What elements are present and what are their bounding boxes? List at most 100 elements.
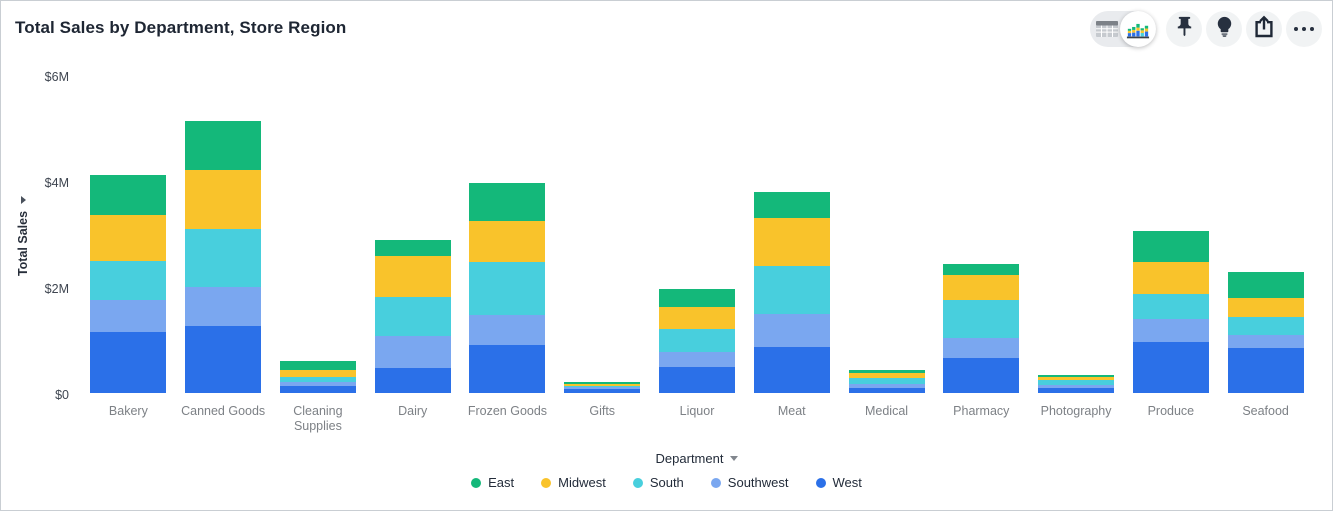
- lightbulb-button[interactable]: [1206, 11, 1242, 47]
- bar-segment-west[interactable]: [659, 366, 735, 393]
- bar-segment-south[interactable]: [90, 261, 167, 300]
- bar-segment-east[interactable]: [374, 239, 451, 256]
- bar-bakery[interactable]: [90, 174, 167, 393]
- x-axis-title[interactable]: Department: [81, 451, 1313, 466]
- legend-item-midwest[interactable]: Midwest: [541, 475, 606, 490]
- bar-segment-west[interactable]: [279, 386, 356, 393]
- share-button[interactable]: [1246, 11, 1282, 47]
- bar-segment-southwest[interactable]: [1227, 335, 1304, 348]
- bar-segment-south[interactable]: [753, 266, 830, 314]
- bar-segment-east[interactable]: [943, 264, 1020, 276]
- bar-segment-southwest[interactable]: [564, 387, 641, 390]
- bar-segment-south[interactable]: [374, 296, 451, 337]
- bar-segment-south[interactable]: [848, 378, 925, 384]
- bar-medical[interactable]: [848, 370, 925, 393]
- bar-segment-west[interactable]: [564, 389, 641, 393]
- bar-photography[interactable]: [1038, 375, 1115, 393]
- bar-segment-east[interactable]: [90, 174, 167, 215]
- bar-segment-south[interactable]: [564, 385, 641, 388]
- bar-segment-midwest[interactable]: [1227, 297, 1304, 317]
- bar-segment-west[interactable]: [374, 368, 451, 393]
- bar-segment-midwest[interactable]: [943, 275, 1020, 301]
- y-axis-menu-caret-icon[interactable]: [20, 195, 26, 204]
- bar-gifts[interactable]: [564, 381, 641, 393]
- bar-segment-midwest[interactable]: [90, 214, 167, 262]
- more-options-button[interactable]: [1286, 11, 1322, 47]
- bar-segment-midwest[interactable]: [469, 221, 546, 263]
- bar-segment-southwest[interactable]: [659, 351, 735, 367]
- view-toggle[interactable]: [1090, 11, 1156, 47]
- y-axis-title[interactable]: Total Sales: [14, 77, 32, 395]
- bar-segment-south[interactable]: [1227, 316, 1304, 336]
- bar-segment-midwest[interactable]: [564, 383, 641, 386]
- bar-segment-south[interactable]: [469, 262, 546, 315]
- bar-cleaning-supplies[interactable]: [279, 360, 356, 393]
- bar-liquor[interactable]: [659, 288, 735, 393]
- bar-segment-southwest[interactable]: [1038, 384, 1115, 389]
- bar-segment-south[interactable]: [659, 329, 735, 352]
- y-axis-tick-label: $2M: [44, 281, 69, 296]
- bar-segment-southwest[interactable]: [374, 336, 451, 369]
- legend-item-southwest[interactable]: Southwest: [710, 475, 789, 490]
- bar-meat[interactable]: [753, 192, 830, 393]
- x-axis-label: Frozen Goods: [467, 404, 548, 418]
- bar-segment-southwest[interactable]: [90, 299, 167, 333]
- bar-segment-south[interactable]: [279, 376, 356, 382]
- bar-segment-southwest[interactable]: [848, 384, 925, 389]
- bar-segment-east[interactable]: [753, 192, 830, 218]
- legend-label: Midwest: [558, 475, 606, 490]
- bar-segment-midwest[interactable]: [185, 170, 262, 229]
- bar-segment-east[interactable]: [469, 183, 546, 222]
- bar-segment-east[interactable]: [185, 120, 262, 171]
- bar-segment-south[interactable]: [1132, 293, 1209, 319]
- bar-segment-west[interactable]: [1132, 342, 1209, 393]
- bar-segment-midwest[interactable]: [659, 307, 735, 330]
- bar-segment-east[interactable]: [1038, 375, 1115, 377]
- bar-seafood[interactable]: [1227, 272, 1304, 393]
- bar-dairy[interactable]: [374, 239, 451, 393]
- bar-segment-east[interactable]: [848, 370, 925, 374]
- bar-segment-midwest[interactable]: [848, 373, 925, 379]
- legend-item-west[interactable]: West: [815, 475, 862, 490]
- legend-label: Southwest: [727, 475, 789, 490]
- bar-segment-southwest[interactable]: [185, 287, 262, 327]
- bar-segment-south[interactable]: [943, 300, 1020, 338]
- legend-item-east[interactable]: East: [471, 475, 514, 490]
- bar-produce[interactable]: [1132, 230, 1209, 393]
- bar-segment-west[interactable]: [185, 326, 262, 393]
- bar-segment-southwest[interactable]: [943, 337, 1020, 358]
- bar-segment-east[interactable]: [659, 288, 735, 308]
- legend-item-south[interactable]: South: [632, 475, 684, 490]
- bar-frozen-goods[interactable]: [469, 183, 546, 393]
- pin-button[interactable]: [1166, 11, 1202, 47]
- bar-canned-goods[interactable]: [185, 120, 262, 393]
- bar-segment-west[interactable]: [1227, 347, 1304, 393]
- bar-segment-southwest[interactable]: [1132, 318, 1209, 343]
- bar-segment-midwest[interactable]: [374, 255, 451, 297]
- bar-segment-west[interactable]: [848, 388, 925, 393]
- bar-segment-midwest[interactable]: [279, 369, 356, 377]
- bar-segment-midwest[interactable]: [753, 217, 830, 267]
- bar-segment-midwest[interactable]: [1132, 261, 1209, 294]
- x-axis-menu-caret-icon[interactable]: [730, 456, 739, 461]
- table-view-icon[interactable]: [1095, 19, 1119, 39]
- bar-segment-east[interactable]: [564, 381, 641, 384]
- bar-segment-midwest[interactable]: [1038, 376, 1115, 381]
- bar-segment-south[interactable]: [1038, 380, 1115, 385]
- chart-view-icon[interactable]: [1120, 11, 1156, 47]
- bar-pharmacy[interactable]: [943, 264, 1020, 393]
- pin-icon: [1173, 15, 1196, 43]
- bar-segment-west[interactable]: [753, 346, 830, 393]
- bar-segment-west[interactable]: [90, 332, 167, 393]
- bar-segment-west[interactable]: [1038, 388, 1115, 393]
- bar-segment-east[interactable]: [1132, 230, 1209, 262]
- bar-segment-east[interactable]: [1227, 272, 1304, 298]
- bar-segment-southwest[interactable]: [469, 314, 546, 345]
- bar-segment-west[interactable]: [469, 344, 546, 393]
- bar-segment-south[interactable]: [185, 228, 262, 288]
- bar-segment-southwest[interactable]: [753, 313, 830, 347]
- bar-segment-east[interactable]: [279, 360, 356, 370]
- bar-segment-southwest[interactable]: [279, 381, 356, 387]
- bar-segment-west[interactable]: [943, 357, 1020, 393]
